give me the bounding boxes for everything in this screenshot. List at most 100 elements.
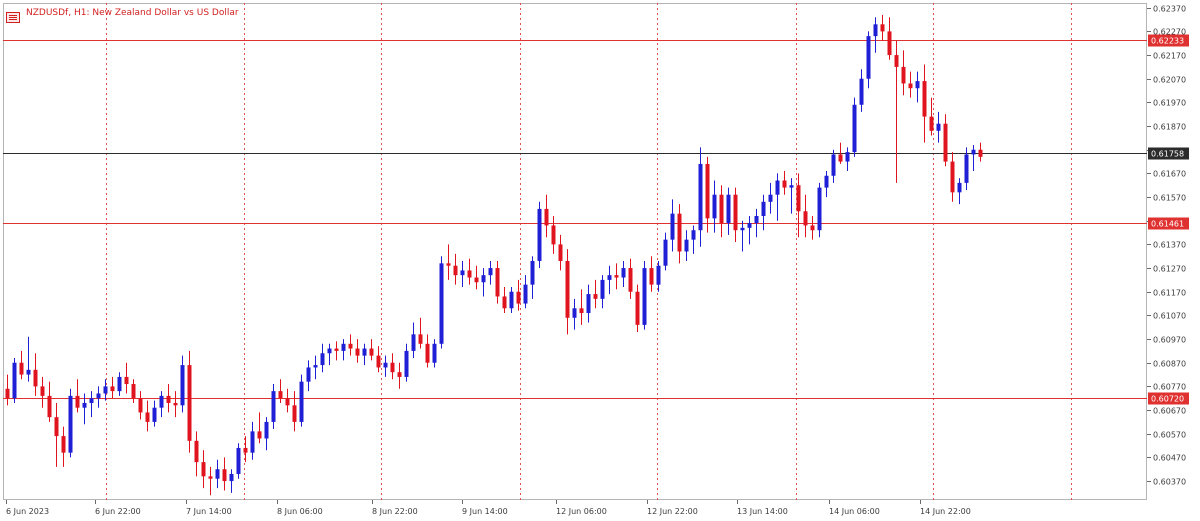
candle-bullish — [411, 334, 416, 351]
candle-bullish — [873, 24, 878, 37]
candle-bullish — [817, 187, 822, 231]
candle-bullish — [460, 270, 465, 276]
candle-bearish — [5, 388, 10, 399]
y-axis-tick-label: 0.61370 — [1153, 241, 1186, 250]
candle-bearish — [803, 211, 808, 226]
candle-bullish — [313, 365, 318, 368]
candle-bullish — [264, 421, 269, 439]
y-axis-tick-label: 0.61070 — [1153, 312, 1186, 321]
candle-bullish — [845, 152, 850, 162]
x-axis-tick-label: 6 Jun 22:00 — [95, 507, 141, 516]
candle-bearish — [495, 268, 500, 297]
candle-bullish — [866, 36, 871, 79]
candle-bullish — [320, 353, 325, 366]
candle-bearish — [292, 405, 297, 422]
candle-bearish — [719, 194, 724, 224]
candle-bullish — [600, 279, 605, 299]
candle-bearish — [33, 369, 38, 387]
candle-bearish — [278, 391, 283, 399]
candle-bearish — [922, 81, 927, 117]
candle-bullish — [754, 216, 759, 224]
candle-bullish — [362, 348, 367, 356]
y-axis-tick-label: 0.61570 — [1153, 194, 1186, 203]
y-axis-tick-label: 0.60970 — [1153, 336, 1186, 345]
candle-bullish — [432, 343, 437, 363]
candle-bearish — [194, 440, 199, 463]
candle-bullish — [26, 369, 31, 375]
candle-bullish — [180, 365, 185, 406]
candle-bearish — [19, 362, 24, 375]
candle-bullish — [488, 268, 493, 276]
candle-bullish — [383, 362, 388, 368]
candle-bearish — [901, 66, 906, 84]
candle-bullish — [964, 154, 969, 183]
y-axis-tick-label: 0.62170 — [1153, 52, 1186, 61]
candle-bearish — [649, 268, 654, 285]
candle-bearish — [474, 277, 479, 283]
candle-bullish — [327, 348, 332, 354]
candle-bullish — [404, 350, 409, 377]
candle-bearish — [243, 447, 248, 453]
x-axis-tick-label: 14 Jun 22:00 — [920, 507, 971, 516]
candle-bearish — [950, 161, 955, 193]
candle-bearish — [551, 225, 556, 245]
candle-bullish — [852, 104, 857, 153]
candle-bearish — [75, 395, 80, 408]
candle-bearish — [208, 476, 213, 479]
candle-bullish — [663, 239, 668, 266]
candle-bullish — [509, 291, 514, 309]
x-axis-tick-label: 8 Jun 22:00 — [372, 507, 418, 516]
x-axis-tick-label: 12 Jun 22:00 — [647, 507, 698, 516]
candle-bullish — [152, 407, 157, 422]
candle-bearish — [579, 308, 584, 314]
candle-bearish — [145, 412, 150, 422]
candle-bullish — [117, 376, 122, 392]
candle-bullish — [740, 227, 745, 231]
y-axis-tick-label: 0.61270 — [1153, 265, 1186, 274]
candle-bearish — [614, 275, 619, 278]
candle-bullish — [481, 275, 486, 283]
y-axis-tick-label: 0.60470 — [1153, 454, 1186, 463]
candle-bullish — [12, 362, 17, 399]
candle-bearish — [257, 431, 262, 439]
candle-bearish — [390, 362, 395, 373]
price-level-tag — [1148, 34, 1189, 47]
candle-bearish — [187, 365, 192, 441]
candle-bullish — [250, 431, 255, 453]
candle-bearish — [593, 294, 598, 299]
candle-bullish — [236, 447, 241, 474]
candle-bearish — [376, 355, 381, 368]
candle-bullish — [68, 395, 73, 453]
x-axis-tick-label: 8 Jun 06:00 — [277, 507, 323, 516]
candle-bullish — [306, 367, 311, 382]
candle-bearish — [173, 402, 178, 406]
candle-bullish — [971, 149, 976, 155]
price-level-tag-label: 0.62233 — [1151, 37, 1184, 46]
candle-bearish — [369, 348, 374, 356]
candle-bearish — [565, 260, 570, 318]
chart-header: NZDUSDf, H1: New Zealand Dollar vs US Do… — [6, 6, 239, 23]
candle-bullish — [915, 81, 920, 89]
candle-bullish — [768, 194, 773, 202]
y-axis-tick-label: 0.62270 — [1153, 28, 1186, 37]
y-axis-tick-label: 0.61670 — [1153, 170, 1186, 179]
y-axis-tick-label: 0.60570 — [1153, 431, 1186, 440]
candle-bearish — [54, 417, 59, 437]
candle-bullish — [215, 469, 220, 479]
candle-bearish — [61, 436, 66, 453]
candle-bearish — [397, 372, 402, 377]
x-axis-tick-label: 14 Jun 06:00 — [829, 507, 880, 516]
candle-bearish — [467, 270, 472, 278]
candle-bearish — [516, 291, 521, 304]
x-axis-tick-label: 7 Jun 14:00 — [186, 507, 232, 516]
candle-bearish — [978, 149, 983, 157]
candle-bullish — [586, 294, 591, 314]
candle-bearish — [418, 334, 423, 344]
candle-bearish — [166, 395, 171, 403]
candle-bearish — [838, 154, 843, 162]
candle-bearish — [201, 462, 206, 477]
price-level-tag — [1148, 392, 1189, 405]
candle-bullish — [89, 398, 94, 403]
candle-bullish — [96, 393, 101, 399]
